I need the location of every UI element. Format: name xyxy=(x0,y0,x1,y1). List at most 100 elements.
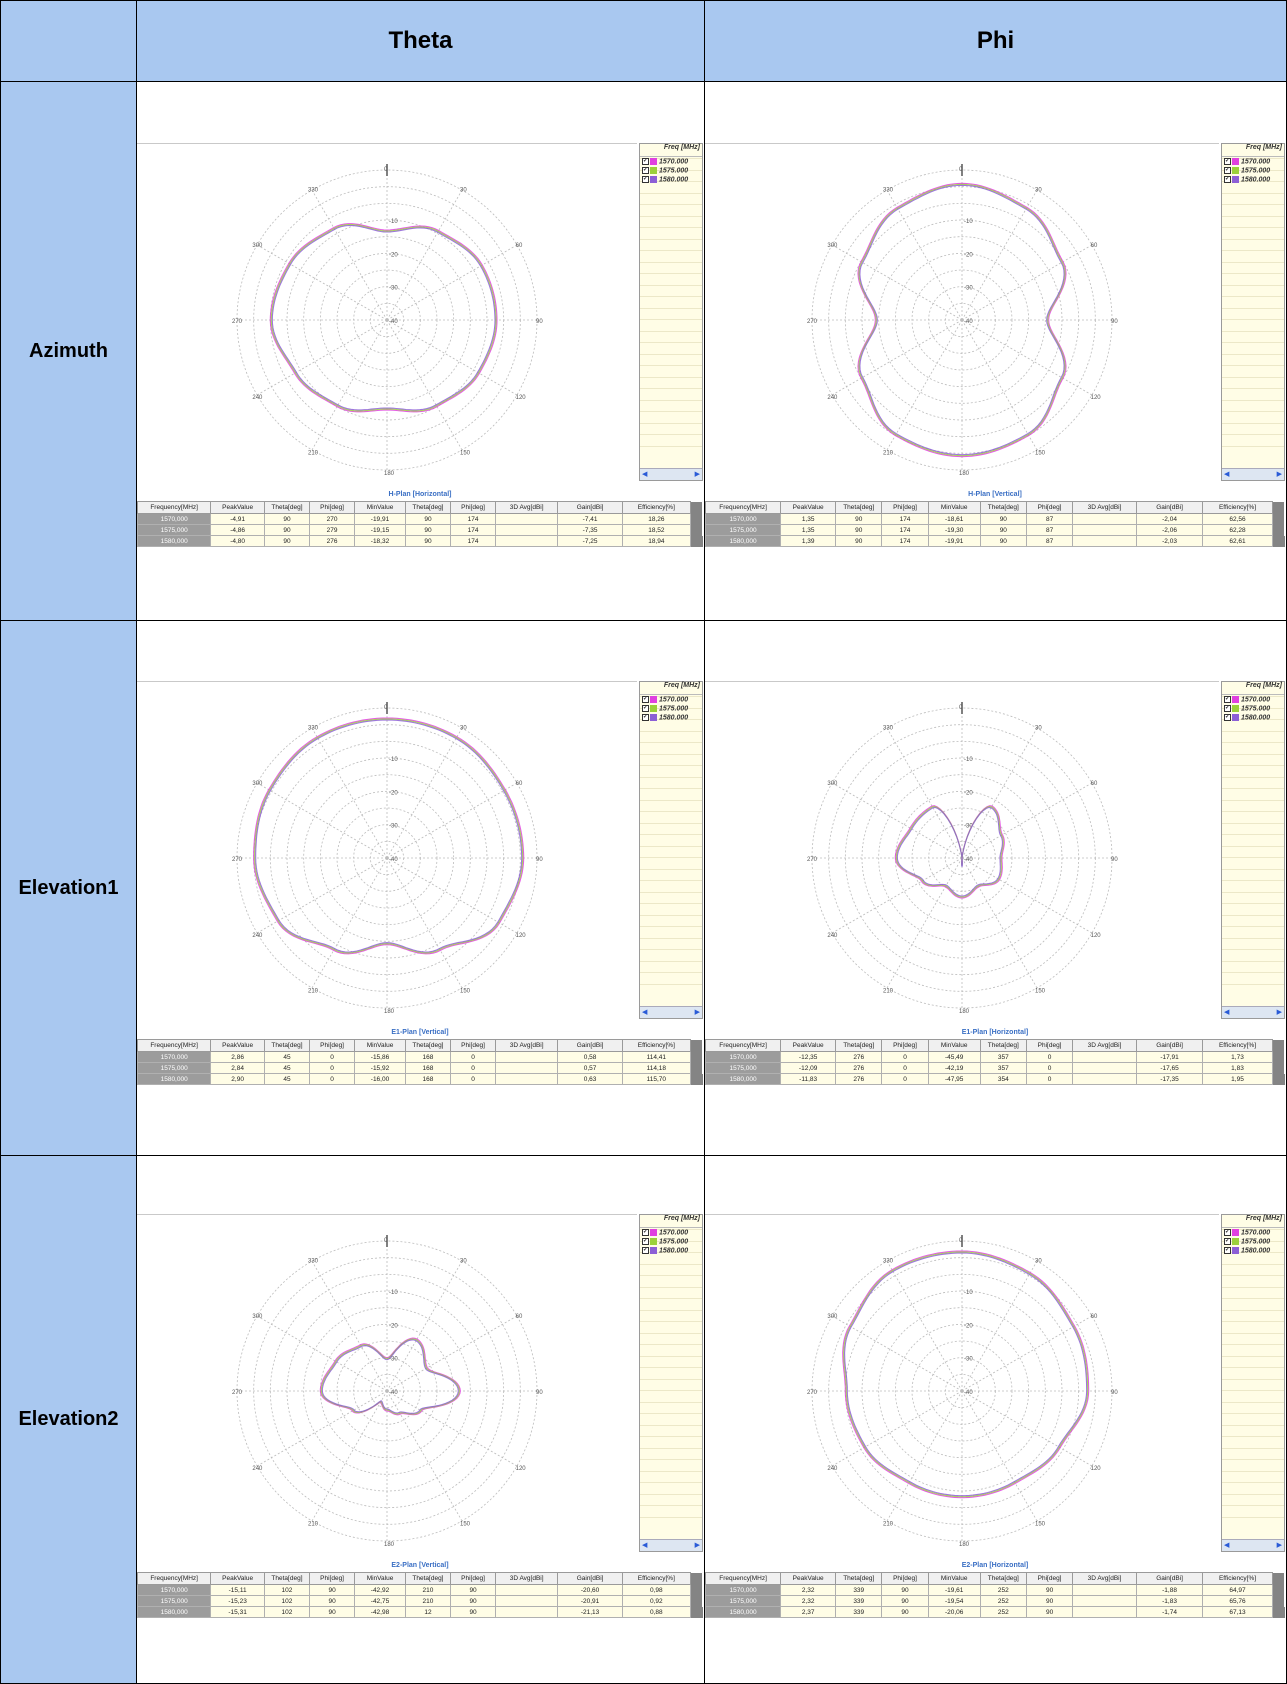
scroll-left-icon[interactable]: ◀ xyxy=(642,1009,648,1016)
legend-item[interactable]: ✓ 1580.000 xyxy=(1224,714,1270,723)
angle-tick-label: 330 xyxy=(308,187,319,193)
legend-item[interactable]: ✓ 1570.000 xyxy=(642,696,688,705)
table-cell: 0 xyxy=(309,1062,356,1074)
legend-checkbox[interactable]: ✓ xyxy=(642,1229,649,1236)
legend-checkbox[interactable]: ✓ xyxy=(642,705,649,712)
scroll-left-icon[interactable]: ◀ xyxy=(1224,471,1230,478)
legend-item[interactable]: ✓ 1575.000 xyxy=(642,167,688,176)
table-cell: -7,41 xyxy=(557,513,624,525)
table-cell: 2,90 xyxy=(210,1073,265,1085)
legend-checkbox[interactable]: ✓ xyxy=(1224,1229,1231,1236)
table-cell: 276 xyxy=(835,1062,883,1074)
legend-item[interactable]: ✓ 1580.000 xyxy=(1224,1247,1270,1256)
table-cell: 0 xyxy=(881,1062,929,1074)
scroll-right-icon[interactable]: ▶ xyxy=(694,471,700,478)
table-cell: 1,83 xyxy=(1202,1062,1273,1074)
angle-tick-label: 120 xyxy=(516,933,527,939)
legend-checkbox[interactable]: ✓ xyxy=(1224,696,1231,703)
table-cell: -19,91 xyxy=(354,513,406,525)
legend-item[interactable]: ✓ 1575.000 xyxy=(1224,1238,1270,1247)
legend-item[interactable]: ✓ 1580.000 xyxy=(642,1247,688,1256)
ring-tick-label: -40 xyxy=(389,1390,398,1396)
legend-item[interactable]: ✓ 1575.000 xyxy=(1224,167,1270,176)
legend-item[interactable]: ✓ 1570.000 xyxy=(1224,1229,1270,1238)
scroll-left-icon[interactable]: ◀ xyxy=(1224,1542,1230,1549)
polar-spoke xyxy=(961,857,1093,934)
frequency-legend: Freq [MHz] ✓ 1570.000 ✓ 1575.000 ✓ 1580.000 ◀ ▶ xyxy=(1221,1214,1285,1552)
legend-checkbox[interactable]: ✓ xyxy=(1224,1247,1231,1254)
legend-scrollbar[interactable]: ◀ ▶ xyxy=(640,1539,702,1551)
column-header: Gain[dBi] xyxy=(557,501,624,514)
legend-checkbox[interactable]: ✓ xyxy=(1224,714,1231,721)
column-header: Theta[deg] xyxy=(979,1039,1027,1052)
polar-ring xyxy=(894,1323,1030,1459)
panel-el2-theta: 0 30 60 90 120 150 180 210 240 270 300 330 -10 -20 -30… xyxy=(136,1214,703,1626)
polar-spoke xyxy=(386,782,518,859)
legend-item[interactable]: ✓ 1570.000 xyxy=(642,1229,688,1238)
legend-item[interactable]: ✓ 1580.000 xyxy=(642,176,688,185)
scroll-right-icon[interactable]: ▶ xyxy=(1276,1009,1282,1016)
angle-tick-label: 120 xyxy=(1091,1466,1102,1472)
table-cell: 0 xyxy=(449,1073,497,1085)
legend-item[interactable]: ✓ 1575.000 xyxy=(642,1238,688,1247)
polar-ring xyxy=(303,236,471,404)
legend-checkbox[interactable]: ✓ xyxy=(642,1238,649,1245)
legend-item[interactable]: ✓ 1580.000 xyxy=(1224,176,1270,185)
legend-item[interactable]: ✓ 1570.000 xyxy=(1224,158,1270,167)
legend-checkbox[interactable]: ✓ xyxy=(1224,705,1231,712)
legend-checkbox[interactable]: ✓ xyxy=(1224,167,1231,174)
column-header: PeakValue xyxy=(210,501,265,514)
legend-checkbox[interactable]: ✓ xyxy=(642,696,649,703)
series-line-1580.000 xyxy=(321,1339,459,1414)
scroll-left-icon[interactable]: ◀ xyxy=(642,471,648,478)
scroll-right-icon[interactable]: ▶ xyxy=(694,1542,700,1549)
legend-checkbox[interactable]: ✓ xyxy=(1224,158,1231,165)
scroll-left-icon[interactable]: ◀ xyxy=(642,1542,648,1549)
legend-item[interactable]: ✓ 1580.000 xyxy=(642,714,688,723)
table-cell: 115,70 xyxy=(622,1073,691,1085)
angle-tick-label: 210 xyxy=(883,989,894,995)
legend-item[interactable]: ✓ 1575.000 xyxy=(1224,705,1270,714)
column-header: Frequency[MHz] xyxy=(136,1572,212,1585)
table-cell xyxy=(1072,1606,1137,1618)
table-cell: 90 xyxy=(449,1584,497,1596)
legend-scrollbar[interactable]: ◀ ▶ xyxy=(640,1006,702,1018)
legend-item[interactable]: ✓ 1570.000 xyxy=(642,158,688,167)
angle-tick-label: 240 xyxy=(252,1466,263,1472)
column-header: MinValue xyxy=(354,501,406,514)
legend-item[interactable]: ✓ 1570.000 xyxy=(1224,696,1270,705)
table-cell: -18,32 xyxy=(354,535,406,547)
angle-tick-label: 30 xyxy=(460,1258,467,1264)
legend-swatch xyxy=(1232,1247,1239,1254)
angle-tick-label: 300 xyxy=(252,781,263,787)
table-cell: 0 xyxy=(1025,1051,1074,1063)
legend-scrollbar[interactable]: ◀ ▶ xyxy=(640,468,702,480)
legend-swatch xyxy=(1232,714,1239,721)
angle-tick-label: 270 xyxy=(807,857,818,863)
angle-tick-label: 240 xyxy=(827,933,838,939)
column-header: Frequency[MHz] xyxy=(704,501,782,514)
legend-checkbox[interactable]: ✓ xyxy=(1224,1238,1231,1245)
legend-scrollbar[interactable]: ◀ ▶ xyxy=(1222,468,1284,480)
legend-checkbox[interactable]: ✓ xyxy=(642,1247,649,1254)
legend-checkbox[interactable]: ✓ xyxy=(642,176,649,183)
table-cell: 87 xyxy=(1025,513,1074,525)
scroll-right-icon[interactable]: ▶ xyxy=(1276,1542,1282,1549)
panel-el2-phi: 0 30 60 90 120 150 180 210 240 270 300 330 -10 -20 -30… xyxy=(704,1214,1285,1626)
legend-scrollbar[interactable]: ◀ ▶ xyxy=(1222,1539,1284,1551)
scroll-right-icon[interactable]: ▶ xyxy=(1276,471,1282,478)
legend-item[interactable]: ✓ 1575.000 xyxy=(642,705,688,714)
legend-checkbox[interactable]: ✓ xyxy=(642,167,649,174)
legend-scrollbar[interactable]: ◀ ▶ xyxy=(1222,1006,1284,1018)
scroll-right-icon[interactable]: ▶ xyxy=(694,1009,700,1016)
angle-tick-label: 180 xyxy=(959,1542,970,1548)
polar-spoke xyxy=(886,189,963,321)
table-cell: 0,63 xyxy=(557,1073,624,1085)
legend-checkbox[interactable]: ✓ xyxy=(1224,176,1231,183)
legend-checkbox[interactable]: ✓ xyxy=(642,714,649,721)
table-cell: 0,57 xyxy=(557,1062,624,1074)
legend-checkbox[interactable]: ✓ xyxy=(642,158,649,165)
scroll-left-icon[interactable]: ◀ xyxy=(1224,1009,1230,1016)
column-header: Phi[deg] xyxy=(1025,1039,1074,1052)
angle-tick-label: 0 xyxy=(959,1238,963,1244)
